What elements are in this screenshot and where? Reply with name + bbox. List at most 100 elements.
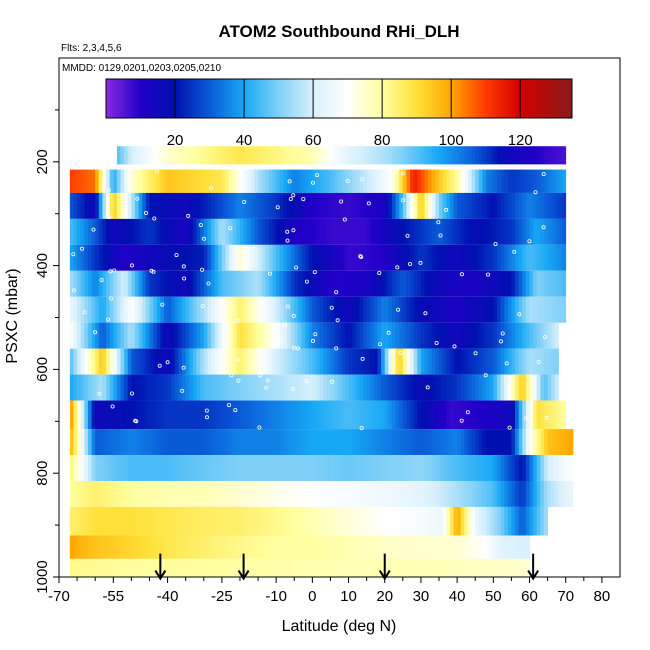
heatmap-cell <box>189 244 194 271</box>
heatmap-cell <box>511 506 516 536</box>
heatmap-cell <box>326 348 331 375</box>
heatmap-cell <box>493 270 498 297</box>
heatmap-cell <box>420 192 425 219</box>
heatmap-cell <box>453 348 458 375</box>
heatmap-cell <box>268 322 273 349</box>
heatmap-cell <box>420 270 425 297</box>
heatmap-cell <box>525 558 530 577</box>
x-tick-label: 70 <box>557 588 574 605</box>
heatmap-cell <box>536 506 541 536</box>
heatmap-cell <box>453 480 458 507</box>
obs-point <box>359 254 364 259</box>
heatmap-cell <box>366 400 371 430</box>
heatmap-cell <box>171 455 176 481</box>
heatmap-cell <box>196 535 201 559</box>
heatmap-cell <box>373 192 378 219</box>
heatmap-cell <box>182 348 187 375</box>
heatmap-cell <box>185 429 190 456</box>
heatmap-cell <box>323 244 328 271</box>
heatmap-cell <box>102 270 107 297</box>
heatmap-cell <box>504 322 509 349</box>
heatmap-cell <box>439 322 444 349</box>
heatmap-cell <box>515 192 520 219</box>
heatmap-cell <box>323 270 328 297</box>
heatmap-cell <box>500 169 505 193</box>
heatmap-cell <box>254 480 259 507</box>
heatmap-cell <box>344 455 349 481</box>
heatmap-cell <box>135 506 140 536</box>
obs-point <box>291 228 296 233</box>
heatmap-cell <box>518 455 523 481</box>
heatmap-cell <box>102 429 107 456</box>
heatmap-cell <box>91 296 96 323</box>
heatmap-cell <box>120 480 125 507</box>
heatmap-cell <box>301 169 306 193</box>
heatmap-cell <box>529 218 534 245</box>
heatmap-cell <box>551 192 556 219</box>
heatmap-cell <box>515 535 520 559</box>
heatmap-cell <box>496 218 501 245</box>
obs-point <box>109 350 114 355</box>
heatmap-cell <box>261 192 266 219</box>
heatmap-cell <box>442 374 447 401</box>
heatmap-cell <box>106 429 111 456</box>
heatmap-cell <box>453 244 458 271</box>
heatmap-cell <box>229 480 234 507</box>
heatmap-cell <box>562 218 567 245</box>
heatmap-cell <box>391 169 396 193</box>
heatmap-cell <box>399 296 404 323</box>
heatmap-cell <box>355 506 360 536</box>
heatmap-cell <box>359 146 364 165</box>
heatmap-cell <box>247 480 252 507</box>
obs-point <box>221 347 226 352</box>
heatmap-cell <box>287 146 292 165</box>
heatmap-cell <box>525 169 530 193</box>
heatmap-cell <box>243 374 248 401</box>
heatmap-cell <box>247 322 252 349</box>
heatmap-row <box>69 506 549 536</box>
heatmap-cell <box>312 429 317 456</box>
heatmap-cell <box>207 374 212 401</box>
heatmap-cell <box>305 244 310 271</box>
heatmap-cell <box>113 348 118 375</box>
heatmap-cell <box>507 218 512 245</box>
heatmap-cell <box>290 296 295 323</box>
heatmap-cell <box>109 558 114 577</box>
heatmap-cell <box>507 270 512 297</box>
heatmap-cell <box>225 506 230 536</box>
heatmap-cell <box>493 429 498 456</box>
heatmap-cell <box>272 270 277 297</box>
heatmap-cell <box>366 296 371 323</box>
heatmap-cell <box>330 535 335 559</box>
colorbar-tick-label: 100 <box>439 132 464 149</box>
heatmap-cell <box>211 192 216 219</box>
heatmap-cell <box>113 480 118 507</box>
heatmap-cell <box>221 169 226 193</box>
heatmap-cell <box>410 558 415 577</box>
heatmap-cell <box>109 270 114 297</box>
heatmap-cell <box>533 169 538 193</box>
heatmap-cell <box>464 506 469 536</box>
heatmap-cell <box>370 374 375 401</box>
heatmap-cell <box>453 169 458 193</box>
heatmap-cell <box>540 270 545 297</box>
heatmap-cell <box>73 322 78 349</box>
heatmap-cell <box>420 558 425 577</box>
heatmap-cell <box>467 146 473 165</box>
heatmap-cell <box>486 455 491 481</box>
heatmap-cell <box>453 322 458 349</box>
heatmap-cell <box>167 506 172 536</box>
heatmap-cell <box>457 270 462 297</box>
heatmap-cell <box>290 506 295 536</box>
heatmap-cell <box>207 558 212 577</box>
heatmap-cell <box>305 296 310 323</box>
heatmap-cell <box>464 400 469 430</box>
heatmap-cell <box>428 192 433 219</box>
heatmap-cell <box>127 296 132 323</box>
heatmap-cell <box>214 218 219 245</box>
heatmap-cell <box>113 322 118 349</box>
heatmap-cell <box>341 480 346 507</box>
heatmap-cell <box>337 374 342 401</box>
obs-point <box>313 332 318 337</box>
arrow-marker <box>527 553 539 581</box>
